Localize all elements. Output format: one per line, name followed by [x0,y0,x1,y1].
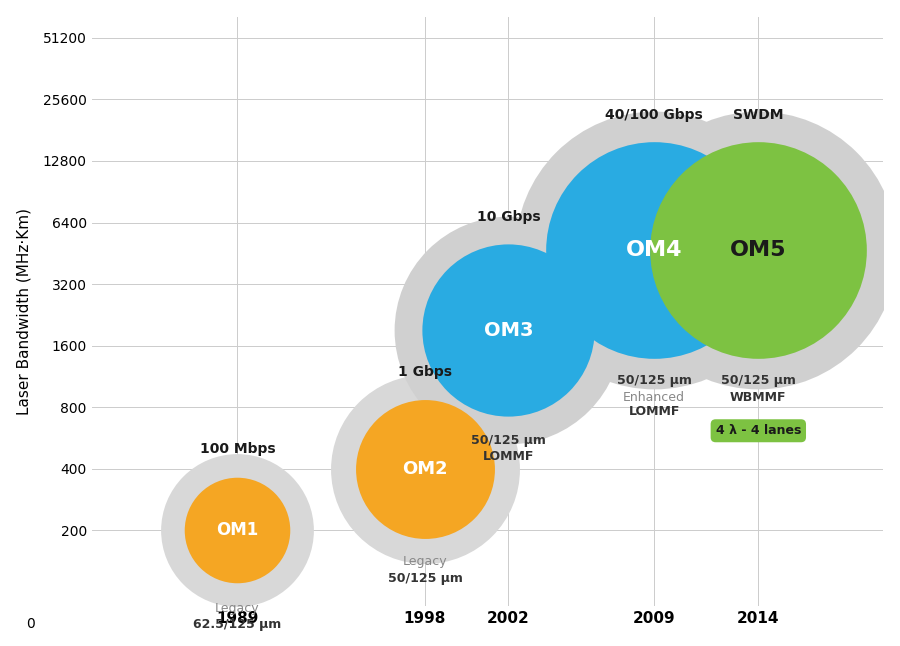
Text: LOMMF: LOMMF [628,405,680,418]
Text: OM2: OM2 [402,460,448,478]
Text: 100 Mbps: 100 Mbps [200,442,275,455]
Text: 50/125 μm: 50/125 μm [471,433,545,446]
Text: SWDM: SWDM [734,108,784,122]
Text: 0: 0 [26,617,34,631]
Text: 10 Gbps: 10 Gbps [476,210,540,224]
Text: Legacy: Legacy [215,601,260,614]
Text: 4 λ - 4 lanes: 4 λ - 4 lanes [716,424,801,437]
Text: 50/125 μm: 50/125 μm [616,375,691,388]
Text: OM4: OM4 [626,240,682,260]
Text: 1 Gbps: 1 Gbps [398,365,452,379]
Text: 62.5/125 μm: 62.5/125 μm [194,618,282,631]
Y-axis label: Laser Bandwidth (MHz·Km): Laser Bandwidth (MHz·Km) [17,208,32,415]
Text: Legacy: Legacy [402,556,447,568]
Text: OM3: OM3 [483,321,533,340]
Text: 50/125 μm: 50/125 μm [388,572,463,585]
Text: 40/100 Gbps: 40/100 Gbps [606,108,703,122]
Text: LOMMF: LOMMF [482,450,534,463]
Text: OM5: OM5 [730,240,787,260]
Text: WBMMF: WBMMF [730,391,787,404]
Text: 50/125 μm: 50/125 μm [721,375,796,388]
Text: Enhanced: Enhanced [623,391,685,404]
Text: OM1: OM1 [216,521,258,539]
